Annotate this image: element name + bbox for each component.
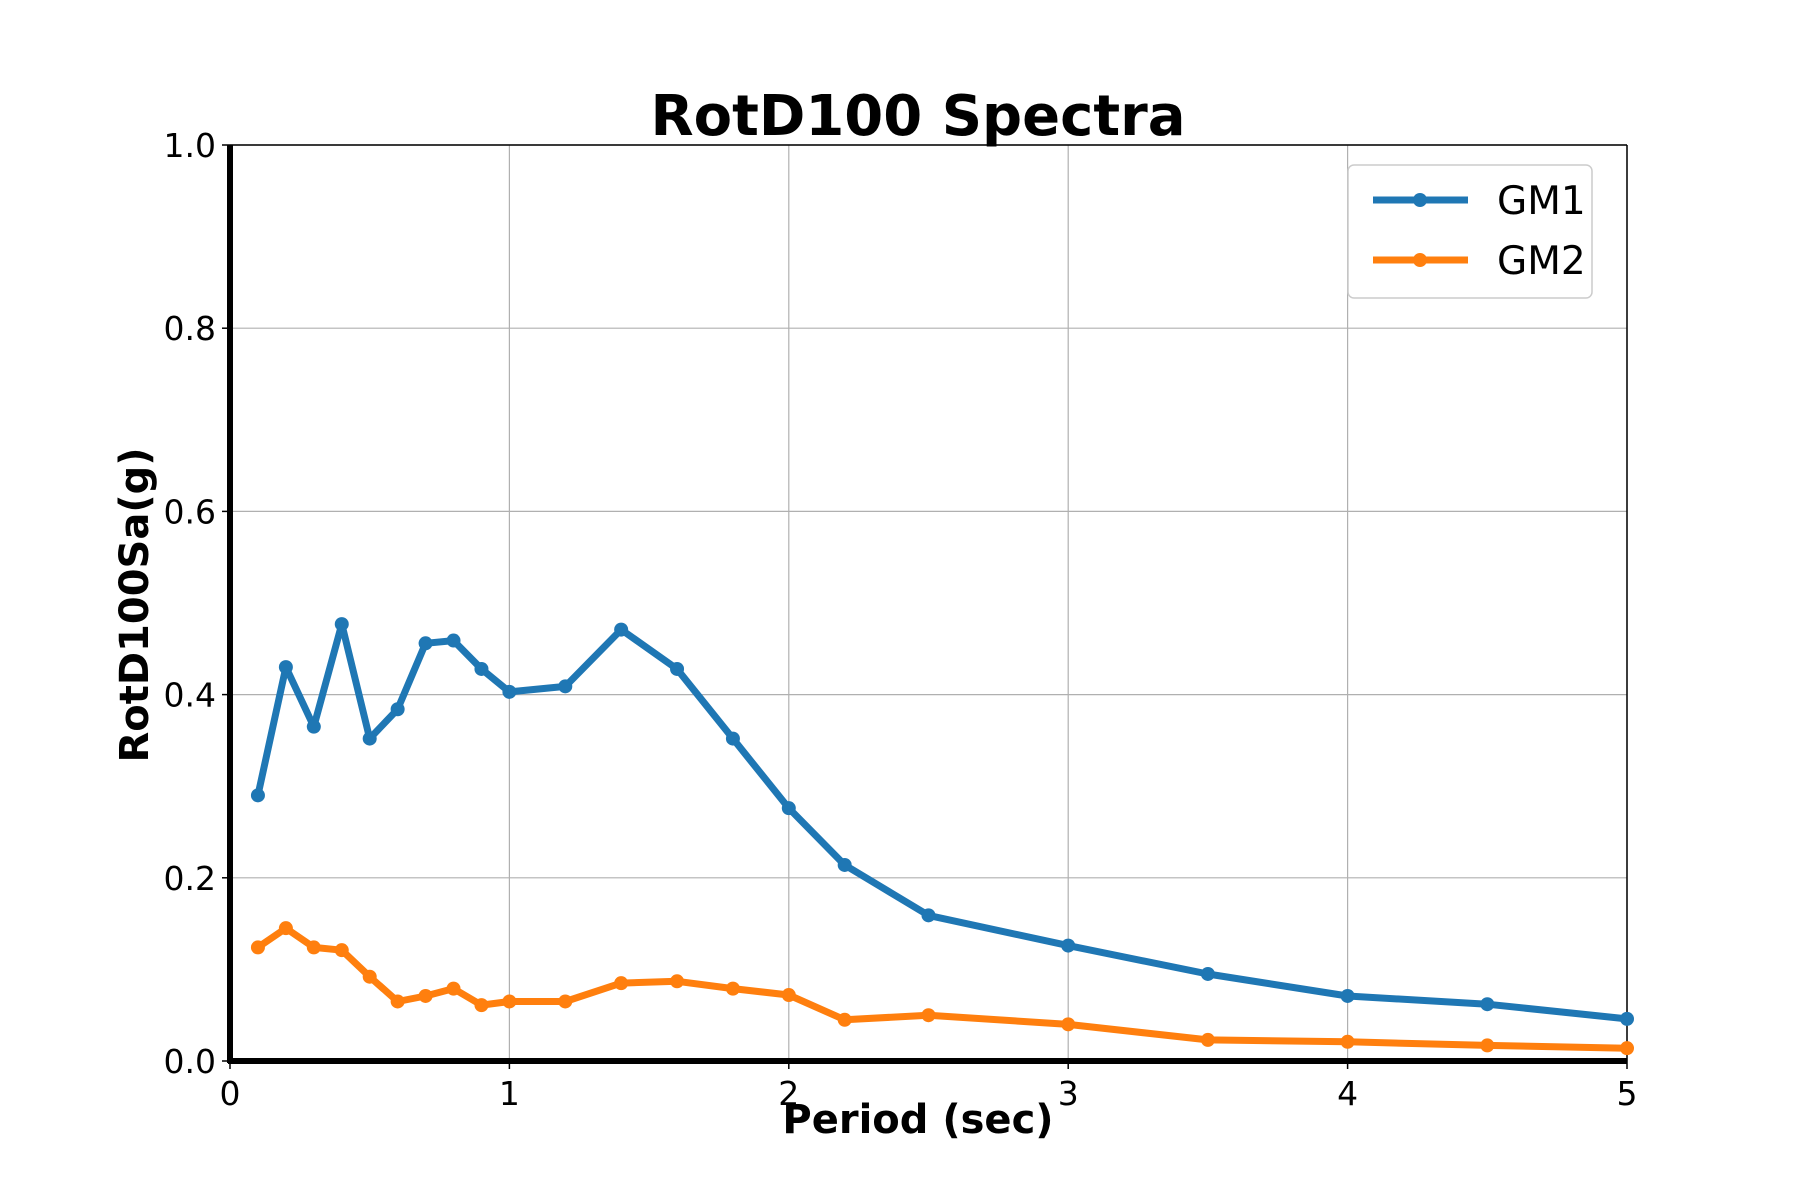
- tick-labels: 0 1 2 3 4 5 0.0 0.2 0.4 0.6 0.8 1.0: [164, 126, 1638, 1113]
- axes-frame: [227, 144, 1628, 1064]
- data-point-GM1-16: [921, 908, 936, 923]
- y-tick-label-0: 0.0: [164, 1042, 216, 1081]
- data-point-GM1-14: [781, 801, 796, 816]
- data-point-GM1-17: [1061, 938, 1076, 953]
- data-point-GM2-17: [1061, 1017, 1076, 1032]
- y-tick-label-5: 1.0: [164, 126, 216, 165]
- data-point-GM2-8: [474, 998, 489, 1013]
- series-line-GM1: [254, 620, 1631, 1023]
- data-point-GM2-11: [614, 976, 629, 991]
- y-tick-label-4: 0.8: [164, 309, 216, 348]
- series-GM2: [250, 921, 1634, 1056]
- data-point-GM2-3: [334, 943, 349, 958]
- data-point-GM2-18: [1200, 1032, 1215, 1047]
- legend-label-GM2: GM2: [1497, 239, 1586, 284]
- data-point-GM1-19: [1340, 988, 1355, 1003]
- data-point-GM2-7: [446, 981, 461, 996]
- data-point-GM1-13: [725, 731, 740, 746]
- data-point-GM2-15: [837, 1012, 852, 1027]
- data-point-GM1-3: [334, 617, 349, 632]
- data-point-GM1-8: [474, 661, 489, 676]
- x-axis-label: Period (sec): [782, 1097, 1053, 1143]
- data-point-GM1-2: [306, 719, 321, 734]
- data-point-GM1-18: [1200, 966, 1215, 981]
- data-point-GM1-21: [1620, 1011, 1634, 1026]
- data-point-GM2-16: [921, 1008, 936, 1023]
- data-point-GM1-10: [558, 679, 573, 694]
- data-point-GM2-4: [362, 969, 377, 984]
- x-tick-label-3: 3: [1058, 1074, 1079, 1113]
- data-point-GM1-11: [614, 622, 629, 637]
- series-GM1: [250, 617, 1634, 1026]
- data-point-GM2-13: [725, 981, 740, 996]
- data-point-GM1-6: [418, 636, 433, 651]
- x-tick-label-5: 5: [1617, 1074, 1638, 1113]
- data-point-GM2-12: [670, 974, 685, 989]
- data-point-GM2-20: [1480, 1038, 1495, 1053]
- data-point-GM2-5: [390, 994, 405, 1009]
- y-tick-label-2: 0.4: [164, 676, 216, 715]
- chart-title: RotD100 Spectra: [650, 84, 1185, 149]
- data-point-GM2-10: [558, 994, 573, 1009]
- data-point-GM2-21: [1620, 1041, 1634, 1056]
- data-point-GM1-7: [446, 633, 461, 648]
- series-line-GM2: [254, 924, 1631, 1052]
- data-point-GM1-1: [278, 660, 293, 675]
- data-point-GM1-12: [670, 661, 685, 676]
- y-tick-label-1: 0.2: [164, 859, 216, 898]
- data-point-GM2-14: [781, 988, 796, 1003]
- data-point-GM2-0: [250, 940, 265, 955]
- data-point-GM1-5: [390, 702, 405, 717]
- data-point-GM1-20: [1480, 997, 1495, 1012]
- x-tick-label-4: 4: [1337, 1074, 1358, 1113]
- data-point-GM1-0: [250, 788, 265, 803]
- data-point-GM1-15: [837, 857, 852, 872]
- x-tick-label-1: 1: [499, 1074, 520, 1113]
- legend-marker-GM2: [1413, 253, 1427, 267]
- x-tick-label-2: 2: [778, 1074, 799, 1113]
- data-point-GM2-9: [502, 994, 517, 1009]
- legend-marker-GM1: [1413, 193, 1427, 207]
- data-point-GM2-2: [306, 940, 321, 955]
- data-point-GM2-6: [418, 988, 433, 1003]
- data-point-GM1-9: [502, 684, 517, 699]
- y-tick-label-3: 0.6: [164, 492, 216, 531]
- data-point-GM1-4: [362, 731, 377, 746]
- data-point-GM2-1: [278, 921, 293, 936]
- data-point-GM2-19: [1340, 1034, 1355, 1049]
- legend-label-GM1: GM1: [1497, 179, 1586, 224]
- y-axis-label: RotD100Sa(g): [112, 447, 158, 762]
- series-group: [250, 617, 1634, 1056]
- x-tick-label-0: 0: [220, 1074, 241, 1113]
